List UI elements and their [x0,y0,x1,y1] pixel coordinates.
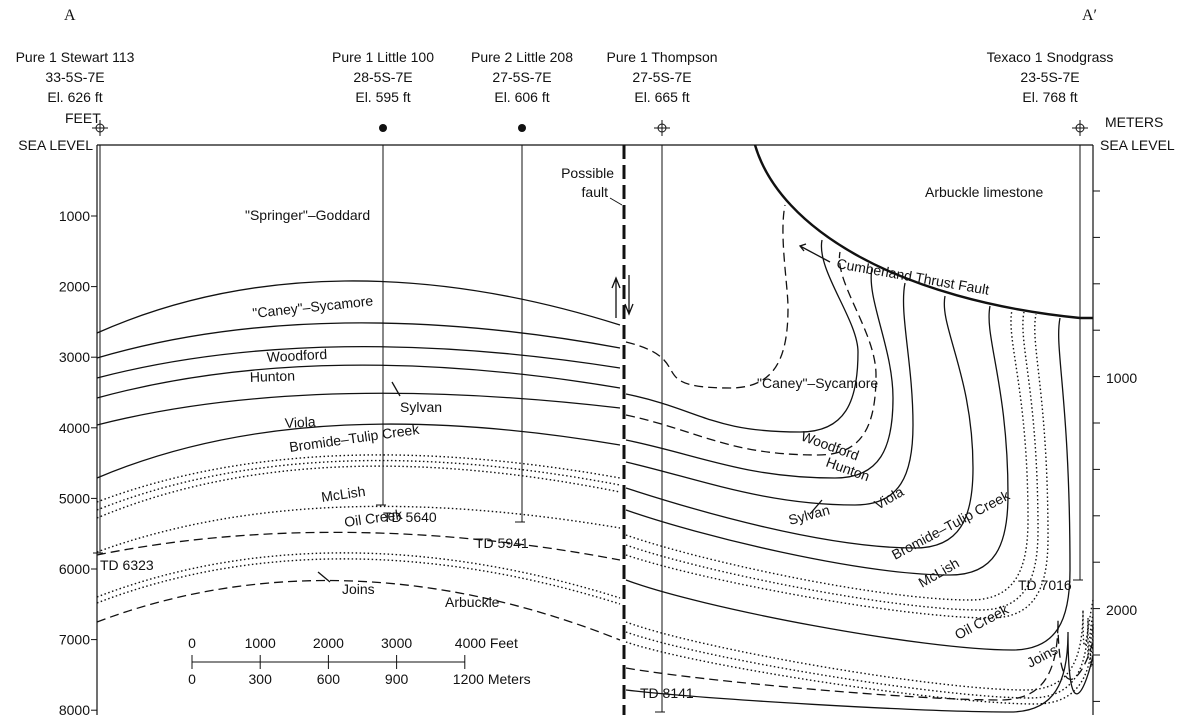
axis-tick-label: 7000 [59,632,90,648]
formation-label: Sylvan [787,502,832,528]
well-location: 23-5S-7E [1020,69,1079,85]
well-symbol [518,124,526,132]
well-td-label: TD 8141 [640,685,694,701]
section-marker: A′ [1082,7,1097,24]
axis-tick-label: 2000 [59,279,90,295]
stratum [626,252,876,455]
well-name: Pure 2 Little 208 [471,49,573,65]
formation-label: Bromide–Tulip Creek [889,487,1013,563]
scale-label: 300 [249,671,273,687]
well-elevation: El. 768 ft [1022,89,1077,105]
formation-label: McLish [916,555,962,591]
scale-label: 0 [188,671,196,687]
formation-label: "Caney"–Sycamore [252,292,374,321]
stratum [626,318,1070,650]
formation-label: "Springer"–Goddard [245,207,370,223]
formation-label: Woodford [266,346,327,365]
formation-label: Viola [872,483,907,512]
formation-label: Oil Creek [343,506,404,530]
formation-label: Joins [342,581,375,597]
stratum [626,632,1093,712]
axis-tick-label: 8000 [59,702,90,718]
stratum [626,624,1093,704]
well-elevation: El. 606 ft [494,89,549,105]
axis-tick-label: 6000 [59,561,90,577]
well-symbol [1072,120,1088,136]
scale-label: 3000 [381,635,412,651]
well-name: Pure 1 Stewart 113 [16,49,135,65]
axis-tick-label: 5000 [59,490,90,506]
strata [93,145,1093,712]
scale-label: 1000 [245,635,276,651]
well-name: Texaco 1 Snodgrass [987,49,1114,65]
formation-label: Arbuckle limestone [925,184,1043,200]
stratum [97,323,620,358]
formation-label: Joins [1024,641,1060,670]
formation-label: Sylvan [400,399,442,415]
stratum [626,600,1093,690]
scale-label: 0 [188,635,196,651]
cross-section: A A′ Pure 1 Stewart 113 33-5S-7E El. 626 f… [0,0,1182,720]
well-location: 28-5S-7E [353,69,412,85]
formation-label: Arbuckle [445,594,500,610]
axis-tick-label: 4000 [59,420,90,436]
well-td-label: TD 6323 [100,557,154,573]
stratum [626,240,858,432]
scale-label: 4000 Feet [455,635,518,651]
axis-datum: SEA LEVEL [1100,137,1175,153]
scale-label: 900 [385,671,409,687]
annotation: Cumberland Thrust Fault [835,255,990,298]
well-name: Pure 1 Thompson [606,49,717,65]
well-td-label: TD 5941 [475,535,529,551]
scale-label: 600 [317,671,341,687]
scale-label: 1200 Meters [453,671,531,687]
thrust-fault [755,145,1093,318]
thrust-arrow [800,244,830,262]
section-marker: A [64,7,76,24]
axis-tick-label: 2000 [1106,602,1137,618]
axis-datum: SEA LEVEL [18,137,93,153]
well-elevation: El. 665 ft [634,89,689,105]
well-td-label: TD 7016 [1018,577,1072,593]
well-elevation: El. 626 ft [47,89,102,105]
well-symbol [379,124,387,132]
annotation: fault [582,184,609,200]
formation-label: McLish [320,483,366,505]
scale-label: 2000 [313,635,344,651]
formation-label: "Caney"–Sycamore [757,375,878,391]
well-symbol [654,120,670,136]
axis-tick-label: 1000 [59,208,90,224]
stratum [97,393,620,425]
stratum [626,205,788,388]
formation-label: Oil Creek [952,601,1012,643]
leader [610,198,622,205]
axis-tick-label: 3000 [59,349,90,365]
axis-tick-label: 1000 [1106,370,1137,386]
well-name: Pure 1 Little 100 [332,49,434,65]
well-elevation: El. 595 ft [355,89,410,105]
stratum [97,347,620,378]
stratum [97,532,620,560]
axis-unit: METERS [1105,114,1163,130]
annotation: Possible [561,165,614,181]
well-location: 27-5S-7E [492,69,551,85]
formation-label: Hunton [250,367,296,385]
formation-label: Viola [284,413,316,431]
well-location: 27-5S-7E [632,69,691,85]
axis-unit: FEET [65,110,101,126]
well-location: 33-5S-7E [45,69,104,85]
